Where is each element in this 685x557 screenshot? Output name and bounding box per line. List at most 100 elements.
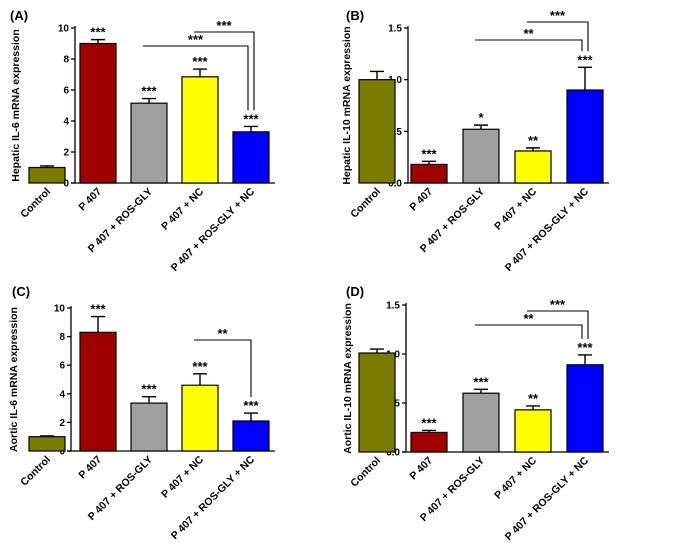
bracket-significance-label: *** xyxy=(188,32,204,47)
comparison-bracket xyxy=(527,310,589,339)
y-tick-label: 0 xyxy=(63,179,69,190)
bar-p407 xyxy=(410,163,448,184)
error-bar-control xyxy=(370,348,384,354)
significance-label: *** xyxy=(141,382,157,397)
y-tick-label: 6 xyxy=(63,86,69,97)
significance-label: *** xyxy=(421,415,437,430)
y-tick-label: 0 xyxy=(59,447,65,458)
comparison-bracket xyxy=(475,324,583,339)
y-tick-label: 8 xyxy=(59,332,65,343)
bar-control xyxy=(28,166,66,184)
bar-p407 xyxy=(79,331,117,452)
bar-p407-ros-gly-nc xyxy=(566,364,604,453)
bar-control xyxy=(358,352,396,453)
bracket-significance-label: ** xyxy=(217,326,228,341)
x-tick-label-control: Control xyxy=(18,454,53,489)
x-tick-label-p407: P 407 xyxy=(76,454,104,482)
significance-label: *** xyxy=(577,52,593,67)
x-tick-label-p407-ros-gly-nc: P 407 + ROS-GLY + NC xyxy=(503,185,592,274)
error-bar-control xyxy=(40,435,54,437)
x-tick-label-p407-ros-gly-nc: P 407 + ROS-GLY + NC xyxy=(169,453,258,542)
bar-p407-ros-gly-nc xyxy=(232,131,270,184)
bar-p407-nc xyxy=(514,409,552,453)
significance-label: ** xyxy=(528,133,539,148)
significance-label: *** xyxy=(192,54,208,69)
significance-label: *** xyxy=(577,340,593,355)
bar-p407-ros-gly xyxy=(462,128,500,184)
bar-p407-ros-gly xyxy=(130,102,168,184)
x-tick-label-p407-ros-gly-nc: P 407 + ROS-GLY + NC xyxy=(169,185,258,274)
significance-label: *** xyxy=(473,374,489,389)
error-bar-p407-nc xyxy=(193,373,207,386)
bar-p407-ros-gly xyxy=(130,402,168,452)
error-bar-p407-ros-gly-nc xyxy=(578,66,592,90)
bar-p407-ros-gly xyxy=(462,392,500,453)
chart-panel-d: (D)Aortic IL-10 mRNA expression0.00.51.0… xyxy=(342,284,609,543)
error-bar-p407 xyxy=(91,315,105,333)
error-bar-p407-nc xyxy=(193,68,207,77)
error-bar-p407 xyxy=(422,429,436,433)
y-tick-label: 0.0 xyxy=(386,448,400,459)
bracket-significance-label: *** xyxy=(216,18,232,33)
error-bar-control xyxy=(370,70,384,80)
bar-p407-ros-gly-nc xyxy=(232,420,270,452)
x-tick-label-p407-nc: P 407 + NC xyxy=(159,185,206,232)
bar-p407-nc xyxy=(514,150,552,184)
panel-label: (A) xyxy=(10,8,28,23)
y-tick-label: 2 xyxy=(63,148,69,159)
significance-label: ** xyxy=(528,391,539,406)
x-tick-label-p407-nc: P 407 + NC xyxy=(492,454,539,501)
error-bar-p407-nc xyxy=(526,405,540,410)
x-tick-label-p407-ros-gly-nc: P 407 + ROS-GLY + NC xyxy=(503,454,592,543)
bar-p407 xyxy=(79,42,117,184)
error-bar-p407-ros-gly xyxy=(142,395,156,404)
comparison-bracket xyxy=(143,45,249,111)
comparison-bracket xyxy=(527,21,589,52)
y-tick-label: 10 xyxy=(58,24,70,35)
x-tick-label-p407-nc: P 407 + NC xyxy=(492,185,539,232)
significance-label: *** xyxy=(243,398,259,413)
panel-label: (C) xyxy=(12,284,30,299)
error-bar-p407-ros-gly-nc xyxy=(244,125,258,132)
bracket-significance-label: ** xyxy=(523,26,534,41)
significance-label: * xyxy=(478,110,484,125)
significance-label: *** xyxy=(90,302,106,317)
significance-label: *** xyxy=(421,146,437,161)
comparison-bracket xyxy=(194,31,255,111)
x-tick-label-p407: P 407 xyxy=(407,455,435,483)
y-tick-label: 8 xyxy=(63,55,69,66)
bracket-significance-label: ** xyxy=(523,311,534,326)
x-tick-label-p407: P 407 xyxy=(76,186,104,214)
significance-label: *** xyxy=(243,111,259,126)
bar-p407-ros-gly-nc xyxy=(566,89,604,184)
x-tick-label-p407: P 407 xyxy=(407,186,435,214)
error-bar-p407-ros-gly-nc xyxy=(578,354,592,365)
y-tick-label: 4 xyxy=(63,117,69,128)
x-tick-label-p407-nc: P 407 + NC xyxy=(159,453,206,500)
error-bar-p407-ros-gly-nc xyxy=(244,412,258,421)
error-bar-p407-ros-gly xyxy=(474,388,488,394)
bar-p407 xyxy=(410,431,448,453)
y-tick-label: 1.5 xyxy=(386,301,400,312)
y-axis-label: Aortic IL-6 mRNA expression xyxy=(8,307,20,452)
y-tick-label: 0.0 xyxy=(388,179,402,190)
error-bar-p407-nc xyxy=(526,147,540,151)
significance-label: *** xyxy=(141,84,157,99)
x-tick-label-control: Control xyxy=(348,455,383,490)
x-tick-label-control: Control xyxy=(348,186,383,221)
y-tick-label: 1.5 xyxy=(388,24,402,35)
significance-label: *** xyxy=(90,25,106,40)
error-bar-p407-ros-gly xyxy=(142,97,156,104)
error-bar-p407 xyxy=(91,38,105,44)
error-bar-p407-ros-gly xyxy=(474,124,488,130)
y-tick-label: 4 xyxy=(59,389,65,400)
comparison-bracket xyxy=(194,339,252,398)
significance-label: *** xyxy=(192,359,208,374)
comparison-bracket xyxy=(475,39,583,52)
bar-control xyxy=(28,436,66,452)
bar-p407-nc xyxy=(181,384,219,452)
error-bar-control xyxy=(40,165,54,168)
y-tick-label: 10 xyxy=(54,304,66,315)
